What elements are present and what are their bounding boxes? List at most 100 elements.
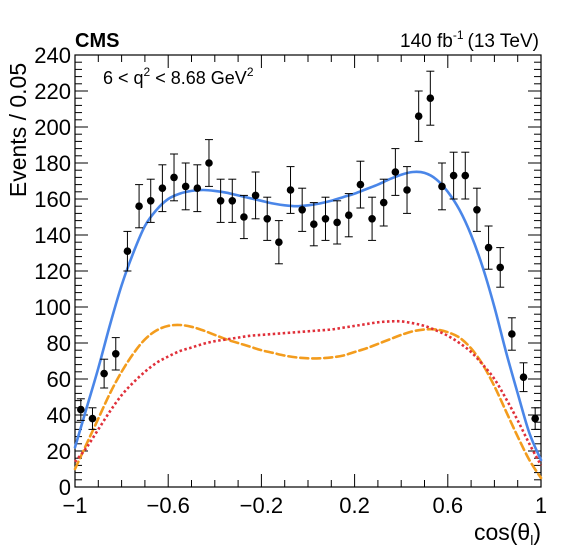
data-point: [484, 225, 493, 270]
data-point: [274, 220, 283, 265]
data-marker: [181, 182, 190, 191]
data-marker: [263, 215, 272, 223]
data-point: [251, 171, 260, 220]
data-marker: [344, 211, 353, 219]
data-marker: [228, 197, 237, 205]
q2-exponent: 2: [144, 65, 151, 79]
luminosity-label: 140 fb-1 (13 TeV): [400, 28, 539, 52]
data-point: [123, 230, 132, 272]
axes-layer: 0 20 40 60 80 100 120 140 160 180 200 220 240 −1 −0.6 −…: [34, 43, 547, 518]
data-point: [449, 151, 458, 200]
data-marker: [275, 238, 283, 246]
data-point: [228, 178, 237, 223]
data-marker: [426, 94, 435, 102]
x-axis-title-subscript: l: [530, 532, 533, 546]
data-point: [100, 358, 109, 389]
data-marker: [368, 215, 376, 223]
data-marker: [321, 215, 330, 223]
y-tick-label: 60: [47, 367, 71, 392]
y-tick-label: 160: [34, 187, 71, 212]
y-tick-label: 100: [34, 295, 71, 320]
data-marker: [379, 198, 388, 207]
data-point: [158, 164, 167, 213]
data-point: [146, 178, 155, 223]
data-marker: [438, 182, 446, 191]
x-tick-label: 0.2: [339, 493, 370, 518]
data-marker: [135, 202, 143, 210]
data-point: [286, 166, 295, 214]
data-marker: [205, 159, 213, 167]
data-point: [391, 148, 400, 196]
data-marker: [77, 405, 85, 414]
y-tick-label: 200: [34, 115, 71, 140]
x-tick-label: −1: [62, 493, 87, 518]
data-point: [437, 162, 446, 211]
data-points-layer: [76, 70, 540, 430]
data-point: [519, 362, 528, 393]
data-marker: [496, 263, 505, 272]
data-marker: [356, 180, 365, 189]
data-point: [472, 187, 481, 232]
data-point: [76, 398, 85, 421]
data-marker: [100, 369, 108, 378]
data-point: [193, 164, 202, 213]
y-tick-label: 180: [34, 151, 71, 176]
component-red-curve: [73, 319, 543, 467]
data-point: [88, 407, 97, 430]
y-tick-label: 120: [34, 259, 71, 284]
data-point: [135, 184, 144, 229]
data-marker: [170, 173, 178, 182]
data-marker: [531, 414, 539, 423]
y-tick-label: 220: [34, 79, 71, 104]
data-marker: [298, 206, 306, 214]
data-marker: [193, 184, 202, 192]
x-tick-label: −0.2: [240, 493, 283, 518]
data-point: [204, 139, 213, 187]
total-fit-curve: [73, 170, 543, 462]
data-marker: [286, 186, 295, 194]
data-marker: [146, 197, 155, 205]
data-marker: [111, 350, 120, 358]
data-point: [426, 70, 435, 126]
plot-frame: [74, 54, 542, 488]
data-marker: [158, 184, 167, 192]
data-point: [531, 407, 540, 430]
curves-layer: [73, 170, 543, 480]
x-tick-label: 0.6: [433, 493, 464, 518]
data-marker: [484, 243, 493, 252]
data-point: [414, 90, 423, 142]
data-point: [263, 196, 272, 241]
gev-exponent: 2: [247, 65, 254, 79]
data-marker: [461, 171, 470, 180]
x-tick-label: 1: [535, 493, 547, 518]
y-tick-label: 240: [34, 43, 71, 68]
energy-label: (13 TeV): [468, 31, 539, 52]
data-point: [344, 193, 353, 238]
data-point: [298, 187, 307, 232]
data-point: [309, 202, 318, 247]
data-marker: [88, 414, 97, 423]
lumi-exponent: -1: [453, 28, 464, 42]
q2-range-annotation: 6 < q2 < 8.68 GeV2: [103, 65, 254, 88]
data-point: [216, 178, 225, 223]
y-axis-title: Events / 0.05: [5, 63, 31, 197]
component-orange-curve: [73, 323, 543, 480]
data-marker: [519, 373, 528, 382]
y-tick-label: 20: [47, 439, 71, 464]
experiment-label: CMS: [75, 30, 119, 52]
data-marker: [333, 218, 341, 227]
data-point: [111, 337, 120, 371]
data-point: [333, 200, 342, 245]
x-axis-title: cos(θl): [474, 519, 541, 546]
data-point: [239, 194, 248, 240]
data-marker: [216, 197, 225, 205]
data-point: [181, 162, 190, 211]
data-marker: [449, 171, 458, 180]
data-point: [321, 196, 330, 241]
data-marker: [473, 206, 481, 214]
data-marker: [508, 330, 516, 338]
data-point: [507, 317, 516, 351]
svg-text:cos(θl): cos(θl): [474, 519, 541, 546]
